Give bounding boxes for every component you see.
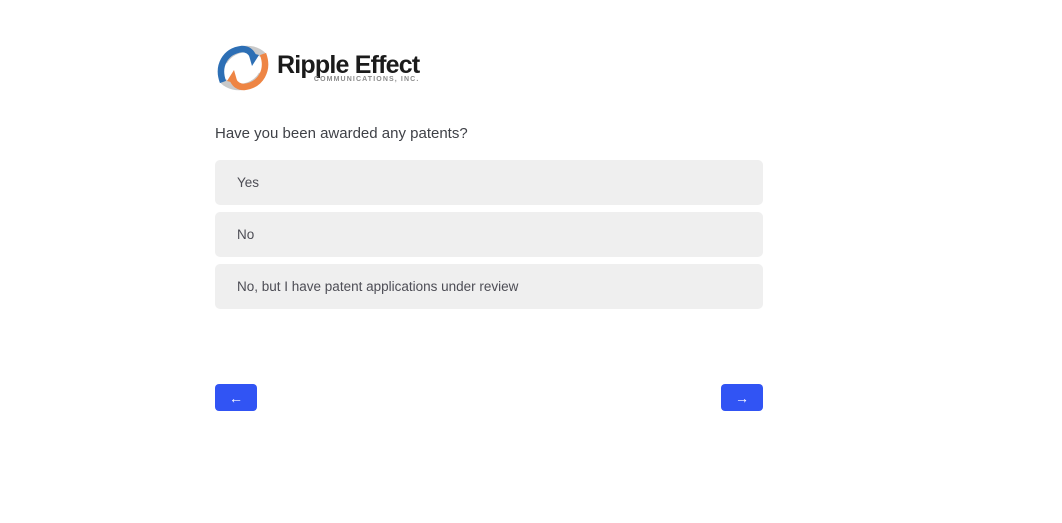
back-button[interactable]: ←	[215, 384, 257, 411]
options-list: Yes No No, but I have patent application…	[215, 160, 763, 309]
option-no-under-review-label: No, but I have patent applications under…	[237, 279, 519, 294]
question-text: Have you been awarded any patents?	[215, 125, 468, 142]
ripple-effect-logo-icon	[217, 45, 269, 91]
logo-subtitle: COMMUNICATIONS, INC.	[313, 76, 420, 83]
logo: Ripple Effect COMMUNICATIONS, INC.	[215, 42, 763, 94]
logo-brand-name: Ripple Effect	[277, 51, 420, 79]
option-no[interactable]: No	[215, 212, 763, 257]
option-no-label: No	[237, 227, 255, 242]
option-yes[interactable]: Yes	[215, 160, 763, 205]
next-button[interactable]: →	[721, 384, 763, 411]
nav-buttons: ← →	[215, 384, 763, 411]
option-yes-label: Yes	[237, 175, 260, 190]
option-no-under-review[interactable]: No, but I have patent applications under…	[215, 264, 763, 309]
form-content: Ripple Effect COMMUNICATIONS, INC. Have …	[215, 0, 763, 411]
logo-text: Ripple Effect COMMUNICATIONS, INC.	[277, 51, 420, 84]
